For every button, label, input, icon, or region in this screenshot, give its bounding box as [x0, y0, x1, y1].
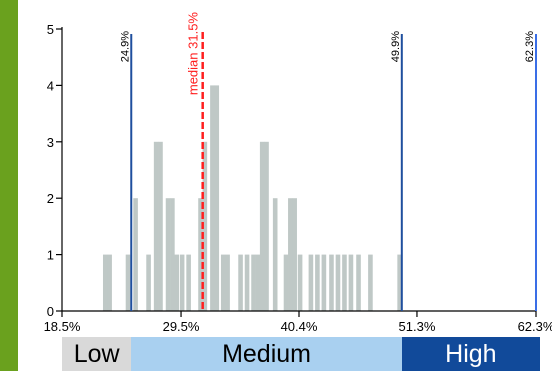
- threshold-label: 24.9%: [119, 31, 131, 62]
- y-tick-label: 2: [47, 191, 54, 206]
- y-tick-label: 3: [47, 135, 54, 150]
- histogram-bar: [308, 254, 314, 311]
- histogram-bar: [165, 198, 171, 311]
- histogram-bar: [321, 254, 327, 311]
- band-high-label: High: [445, 340, 497, 368]
- histogram-bar: [107, 254, 112, 311]
- histogram-bar: [210, 85, 215, 312]
- x-tick-label: 18.5%: [44, 319, 81, 334]
- histogram-bar: [125, 254, 131, 311]
- histogram-bar: [170, 198, 175, 311]
- band-medium: Medium: [131, 337, 402, 371]
- histogram-bar: [259, 141, 265, 311]
- threshold-label: 62.3%: [524, 31, 536, 62]
- histogram-bar: [186, 254, 191, 311]
- band-low-label: Low: [73, 340, 120, 368]
- histogram-bar: [198, 198, 203, 311]
- histogram-bar: [272, 198, 278, 311]
- threshold-label: 49.9%: [390, 31, 402, 62]
- histogram-bar: [225, 254, 230, 311]
- histogram-bar: [146, 254, 151, 311]
- histogram-bar: [288, 198, 293, 311]
- y-tick-label: 4: [47, 78, 54, 93]
- histogram-bar: [202, 141, 208, 311]
- frame-accent-bar: [0, 0, 18, 371]
- histogram-bar: [329, 254, 334, 311]
- y-tick-label: 5: [47, 22, 54, 37]
- histogram-bar: [174, 254, 180, 311]
- histogram-bar: [335, 254, 341, 311]
- x-tick-label: 40.4%: [281, 319, 318, 334]
- histogram-bar: [238, 254, 243, 311]
- histogram-bar: [368, 254, 373, 311]
- x-tick-label: 29.5%: [163, 319, 200, 334]
- histogram-bar: [179, 254, 185, 311]
- y-tick-label: 1: [47, 248, 54, 263]
- histogram-bar: [264, 141, 269, 311]
- histogram-bar: [214, 85, 220, 312]
- histogram-bar: [315, 254, 320, 311]
- histogram-chart: 0 1 2 3 4 5 18.5% 29.5% 40.4% 51.3% 62.3% 24.9% 49.9…: [44, 12, 552, 334]
- median-label: median 31.5%: [186, 12, 201, 96]
- histogram-bar: [292, 198, 297, 311]
- histogram-bar: [283, 254, 289, 311]
- histogram-bar: [158, 141, 163, 311]
- histogram-bar: [153, 141, 159, 311]
- band-low: Low: [62, 337, 132, 371]
- histogram-bar: [251, 254, 256, 311]
- histogram-bar: [244, 254, 250, 311]
- histogram-bar: [356, 254, 361, 311]
- histogram-bar: [297, 254, 303, 311]
- histogram-bar: [255, 254, 261, 311]
- x-tick-label: 51.3%: [399, 319, 436, 334]
- histogram-bar: [102, 254, 108, 311]
- x-tick-label: 62.3%: [518, 319, 552, 334]
- histogram-bar: [133, 198, 138, 311]
- y-tick-label: 0: [47, 304, 54, 319]
- histogram-bar: [348, 254, 354, 311]
- band-medium-label: Medium: [222, 340, 311, 368]
- histogram-bar: [220, 254, 226, 311]
- band-high: High: [401, 337, 540, 371]
- histogram-bar: [397, 254, 402, 311]
- histogram-bar: [342, 254, 347, 311]
